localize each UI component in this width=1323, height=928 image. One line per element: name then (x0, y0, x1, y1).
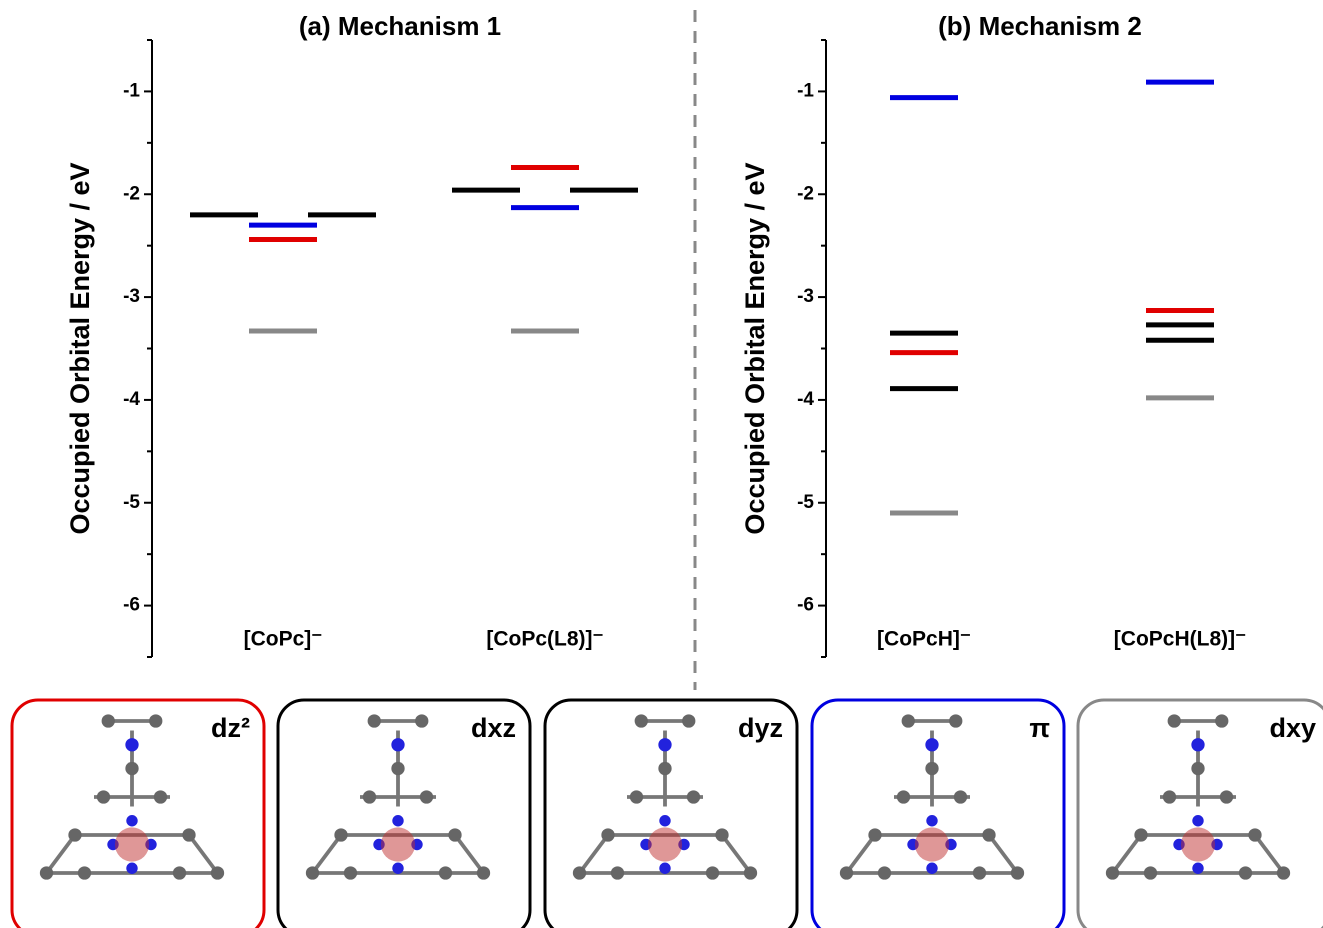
y-tick-label: -3 (123, 286, 140, 307)
y-tick-label: -4 (123, 389, 140, 410)
orbital-panel: dz² (12, 700, 264, 928)
figure: (a) Mechanism 1 Occupied Orbital Energy /… (0, 0, 1323, 928)
category-label: [CoPc(L8)]⁻ (486, 628, 603, 651)
y-axis-label: Occupied Orbital Energy / eV (740, 162, 770, 534)
orbital-image (573, 714, 757, 879)
panel-title: (a) Mechanism 1 (299, 11, 501, 41)
orbital-panel: dyz (545, 700, 797, 928)
category-label: [CoPcH]⁻ (877, 628, 971, 651)
panel-title: (b) Mechanism 2 (938, 11, 1142, 41)
page: (a) Mechanism 1 Occupied Orbital Energy /… (0, 0, 1323, 928)
orbital-image (306, 714, 490, 879)
y-tick-label: -5 (123, 492, 140, 513)
y-tick-label: -1 (797, 80, 814, 101)
orbital-panel: π (812, 700, 1064, 928)
y-tick-label: -6 (123, 595, 140, 616)
orbital-image (40, 714, 224, 879)
y-tick-label: -3 (797, 286, 814, 307)
orbital-label: π (1029, 713, 1050, 743)
category-label: [CoPc]⁻ (244, 628, 323, 651)
orbital-label: dz² (211, 713, 250, 743)
orbital-panel: dxz (278, 700, 530, 928)
y-tick-label: -5 (797, 492, 814, 513)
y-axis-label: Occupied Orbital Energy / eV (65, 162, 95, 534)
orbital-image (840, 714, 1024, 879)
orbital-box (812, 700, 1064, 928)
orbital-label: dyz (738, 713, 783, 743)
y-tick-label: -2 (123, 183, 140, 204)
orbital-panel: dxy (1078, 700, 1323, 928)
category-label: [CoPcH(L8)]⁻ (1114, 628, 1246, 651)
orbital-label: dxz (471, 713, 516, 743)
y-tick-label: -2 (797, 183, 814, 204)
orbital-image (1106, 714, 1290, 879)
y-tick-label: -1 (123, 80, 140, 101)
y-tick-label: -4 (797, 389, 814, 410)
y-tick-label: -6 (797, 595, 814, 616)
orbital-label: dxy (1269, 713, 1316, 743)
